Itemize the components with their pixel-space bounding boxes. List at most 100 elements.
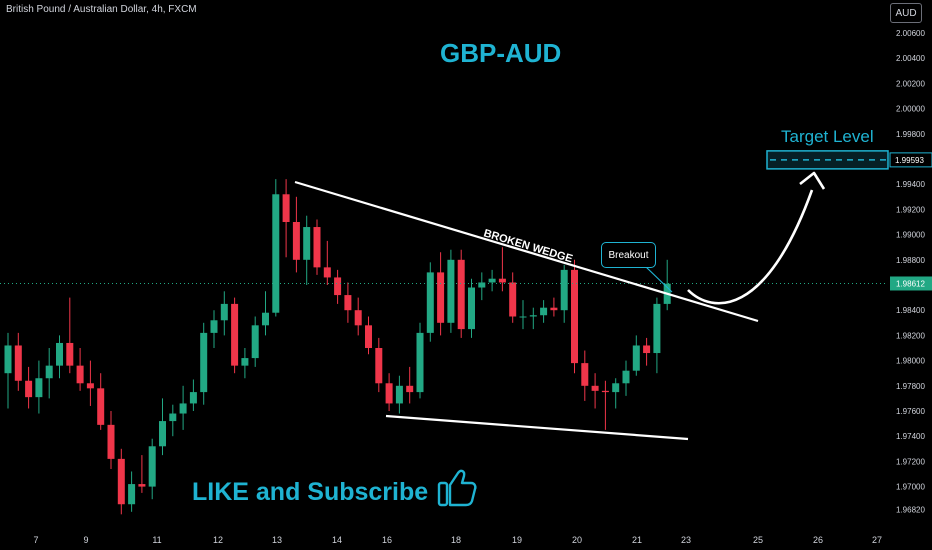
price-tick-label: 2.00000 — [896, 105, 925, 114]
date-tick-label: 13 — [272, 535, 282, 545]
candle-body — [303, 227, 311, 260]
candle-body — [313, 227, 321, 268]
candle-body — [117, 458, 125, 505]
price-tick-label: 1.99200 — [896, 205, 925, 214]
candle-body — [97, 388, 105, 425]
candle-body — [107, 424, 115, 459]
candle-body — [25, 380, 33, 398]
candle-body — [66, 342, 74, 366]
candle-body — [540, 307, 548, 316]
time-axis: 7 9 11 12 13 14 16 18 19 20 21 23 25 26 27 — [33, 535, 882, 545]
arrow-head — [799, 171, 826, 190]
wedge-label: BROKEN WEDGE — [482, 227, 574, 265]
price-tick-label: 1.99800 — [896, 130, 925, 139]
candle-body — [447, 259, 455, 323]
candle-body — [138, 484, 146, 487]
date-tick-label: 9 — [83, 535, 88, 545]
current-price-tag — [890, 276, 932, 291]
candle-body — [200, 332, 208, 393]
candle-body — [385, 383, 393, 404]
candle-body — [179, 403, 187, 414]
candle-body — [220, 303, 228, 321]
candle-body — [426, 272, 434, 333]
candle-body — [169, 413, 177, 422]
date-tick-label: 20 — [572, 535, 582, 545]
candle-body — [550, 307, 558, 311]
wedge-lower-line — [385, 414, 689, 441]
candle-body — [323, 267, 331, 278]
candle-body — [519, 316, 527, 318]
price-tick-label: 1.97200 — [896, 457, 925, 466]
candle-body — [498, 278, 506, 283]
curved-arrow-icon — [687, 189, 814, 305]
target-price-label: 1.99593 — [895, 156, 924, 165]
price-axis: 2.006002.004002.002002.000001.998001.996… — [896, 29, 925, 514]
price-tick-label: 1.98200 — [896, 331, 925, 340]
wedge-upper-line — [294, 180, 759, 323]
breakout-callout[interactable]: Breakout — [601, 242, 656, 268]
candle-body — [344, 295, 352, 311]
price-tick-label: 1.97600 — [896, 407, 925, 416]
candles-layer — [4, 179, 671, 515]
symbol-description: British Pound / Australian Dollar, 4h, F… — [6, 4, 197, 15]
candle-body — [395, 385, 403, 404]
price-tick-label: 1.98400 — [896, 306, 925, 315]
candle-body — [416, 332, 424, 393]
candle-body — [86, 383, 94, 389]
candle-body — [406, 385, 414, 393]
candle-body — [56, 342, 63, 366]
candle-body — [601, 390, 609, 393]
date-tick-label: 7 — [33, 535, 38, 545]
candle-body — [560, 269, 568, 311]
candle-body — [45, 365, 53, 379]
candle-body — [210, 320, 218, 333]
candle-body — [468, 287, 475, 330]
date-tick-label: 14 — [332, 535, 342, 545]
candle-body — [375, 348, 383, 384]
candle-body — [334, 277, 342, 296]
candle-body — [241, 358, 249, 366]
candle-body — [591, 385, 599, 391]
price-tick-label: 1.97400 — [896, 432, 925, 441]
candle-body — [354, 310, 362, 326]
candle-body — [622, 370, 630, 384]
date-tick-label: 25 — [753, 535, 763, 545]
date-tick-label: 19 — [512, 535, 522, 545]
thumb-cuff — [437, 481, 449, 507]
date-tick-label: 12 — [213, 535, 223, 545]
candle-body — [76, 365, 84, 384]
date-tick-label: 23 — [681, 535, 691, 545]
price-tick-label: 1.99400 — [896, 180, 925, 189]
candle-body — [35, 378, 43, 398]
price-tick-label: 1.97800 — [896, 382, 925, 391]
thumbs-up-icon — [437, 469, 477, 507]
candle-body — [571, 269, 578, 364]
candle-body — [272, 194, 280, 313]
thumb-hand — [448, 469, 477, 507]
price-tick-label: 1.97000 — [896, 483, 925, 492]
candle-body — [509, 282, 517, 317]
candle-body — [231, 303, 239, 366]
date-tick-label: 21 — [632, 535, 642, 545]
breakout-pointer — [644, 265, 673, 293]
price-tick-label: 1.98000 — [896, 357, 925, 366]
candle-body — [529, 315, 537, 317]
date-tick-label: 27 — [872, 535, 882, 545]
target-price-tag — [889, 152, 932, 168]
candle-body — [251, 325, 259, 359]
price-tick-label: 2.00600 — [896, 29, 925, 38]
current-price-label: 1.98612 — [896, 279, 925, 288]
price-tick-label: 1.96820 — [896, 505, 925, 514]
candle-body — [437, 272, 445, 323]
price-tick-label: 2.00200 — [896, 79, 925, 88]
price-tick-label: 2.00400 — [896, 54, 925, 63]
candle-body — [478, 282, 486, 288]
target-level-label: Target Level — [781, 127, 874, 146]
date-tick-label: 16 — [382, 535, 392, 545]
chart-title: GBP-AUD — [440, 38, 562, 68]
price-tick-label: 1.99000 — [896, 231, 925, 240]
currency-button[interactable]: AUD — [890, 3, 922, 23]
date-tick-label: 18 — [451, 535, 461, 545]
